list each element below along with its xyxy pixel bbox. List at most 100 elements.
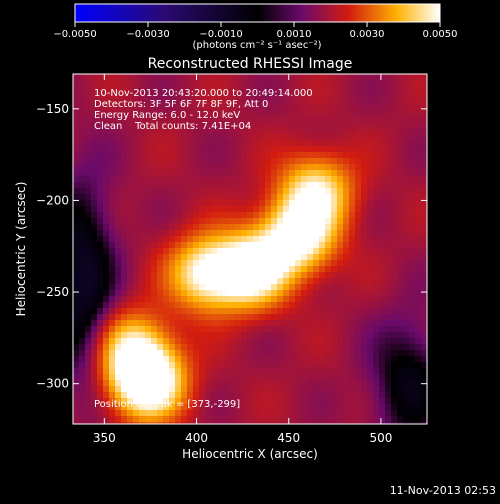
- heatmap-cell: [91, 218, 98, 225]
- heatmap-cell: [397, 416, 404, 423]
- heatmap-cell: [157, 86, 164, 93]
- heatmap-cell: [223, 302, 230, 309]
- heatmap-cell: [157, 134, 164, 141]
- heatmap-cell: [271, 218, 278, 225]
- heatmap-cell: [235, 248, 242, 255]
- heatmap-cell: [169, 140, 176, 147]
- heatmap-cell: [361, 116, 368, 123]
- heatmap-cell: [259, 320, 266, 327]
- heatmap-cell: [223, 314, 230, 321]
- heatmap-cell: [349, 374, 356, 381]
- heatmap-cell: [385, 380, 392, 387]
- heatmap-cell: [301, 176, 308, 183]
- heatmap-cell: [205, 260, 212, 267]
- heatmap-cell: [409, 284, 416, 291]
- heatmap-cell: [397, 398, 404, 405]
- heatmap-cell: [421, 158, 427, 165]
- heatmap-cell: [109, 140, 116, 147]
- heatmap-cell: [325, 164, 332, 171]
- heatmap-cell: [187, 320, 194, 327]
- heatmap-cell: [127, 290, 134, 297]
- heatmap-cell: [145, 206, 152, 213]
- heatmap-cell: [253, 158, 260, 165]
- heatmap-cell: [103, 290, 110, 297]
- heatmap-cell: [181, 326, 188, 333]
- heatmap-cell: [265, 380, 272, 387]
- heatmap-cell: [139, 200, 146, 207]
- heatmap-cell: [115, 410, 122, 417]
- heatmap-cell: [289, 152, 296, 159]
- heatmap-cell: [103, 104, 110, 111]
- heatmap-cell: [127, 404, 134, 411]
- heatmap-cell: [421, 308, 427, 315]
- heatmap-cell: [205, 278, 212, 285]
- heatmap-cell: [331, 266, 338, 273]
- heatmap-cell: [97, 404, 104, 411]
- heatmap-cell: [319, 140, 326, 147]
- heatmap-cell: [115, 368, 122, 375]
- heatmap-cell: [121, 296, 128, 303]
- heatmap-cell: [409, 380, 416, 387]
- heatmap-cell: [97, 200, 104, 207]
- heatmap-cell: [217, 266, 224, 273]
- heatmap-cell: [175, 266, 182, 273]
- heatmap-cell: [157, 128, 164, 135]
- heatmap-cell: [373, 254, 380, 261]
- heatmap-cell: [91, 176, 98, 183]
- heatmap-cell: [259, 224, 266, 231]
- heatmap-cell: [265, 422, 272, 424]
- heatmap-cell: [379, 272, 386, 279]
- heatmap-cell: [343, 380, 350, 387]
- heatmap-cell: [97, 230, 104, 237]
- heatmap-cell: [355, 92, 362, 99]
- heatmap-cell: [235, 92, 242, 99]
- heatmap-cell: [73, 212, 80, 219]
- heatmap-cell: [319, 302, 326, 309]
- heatmap-cell: [253, 224, 260, 231]
- heatmap-cell: [337, 176, 344, 183]
- heatmap-cell: [169, 332, 176, 339]
- heatmap-cell: [151, 368, 158, 375]
- heatmap-cell: [379, 404, 386, 411]
- heatmap-cell: [271, 152, 278, 159]
- heatmap-cell: [241, 356, 248, 363]
- heatmap-cell: [91, 128, 98, 135]
- heatmap-cell: [193, 134, 200, 141]
- heatmap-cell: [91, 164, 98, 171]
- heatmap-cell: [217, 296, 224, 303]
- heatmap-cell: [385, 272, 392, 279]
- heatmap-cell: [385, 356, 392, 363]
- heatmap-cell: [307, 362, 314, 369]
- heatmap-cell: [241, 122, 248, 129]
- heatmap-cell: [337, 146, 344, 153]
- heatmap-cell: [409, 314, 416, 321]
- heatmap-cell: [307, 188, 314, 195]
- heatmap-cell: [205, 332, 212, 339]
- heatmap-cell: [361, 422, 368, 424]
- heatmap-cell: [235, 416, 242, 423]
- heatmap-cell: [283, 308, 290, 315]
- heatmap-cell: [421, 170, 427, 177]
- heatmap-cell: [163, 392, 170, 399]
- heatmap-cell: [319, 128, 326, 135]
- heatmap-cell: [127, 158, 134, 165]
- heatmap-cell: [103, 98, 110, 105]
- heatmap-cell: [73, 164, 80, 171]
- heatmap-cell: [271, 206, 278, 213]
- heatmap-cell: [421, 104, 427, 111]
- heatmap-cell: [247, 146, 254, 153]
- heatmap-cell: [349, 188, 356, 195]
- heatmap-cell: [205, 164, 212, 171]
- heatmap-cell: [175, 200, 182, 207]
- heatmap-cell: [115, 134, 122, 141]
- heatmap-cell: [349, 158, 356, 165]
- heatmap-cell: [271, 374, 278, 381]
- heatmap-cell: [205, 176, 212, 183]
- heatmap-cell: [349, 164, 356, 171]
- heatmap-cell: [361, 218, 368, 225]
- heatmap-cell: [163, 380, 170, 387]
- heatmap-cell: [115, 176, 122, 183]
- heatmap-cell: [139, 194, 146, 201]
- heatmap-cell: [97, 302, 104, 309]
- heatmap-cell: [361, 356, 368, 363]
